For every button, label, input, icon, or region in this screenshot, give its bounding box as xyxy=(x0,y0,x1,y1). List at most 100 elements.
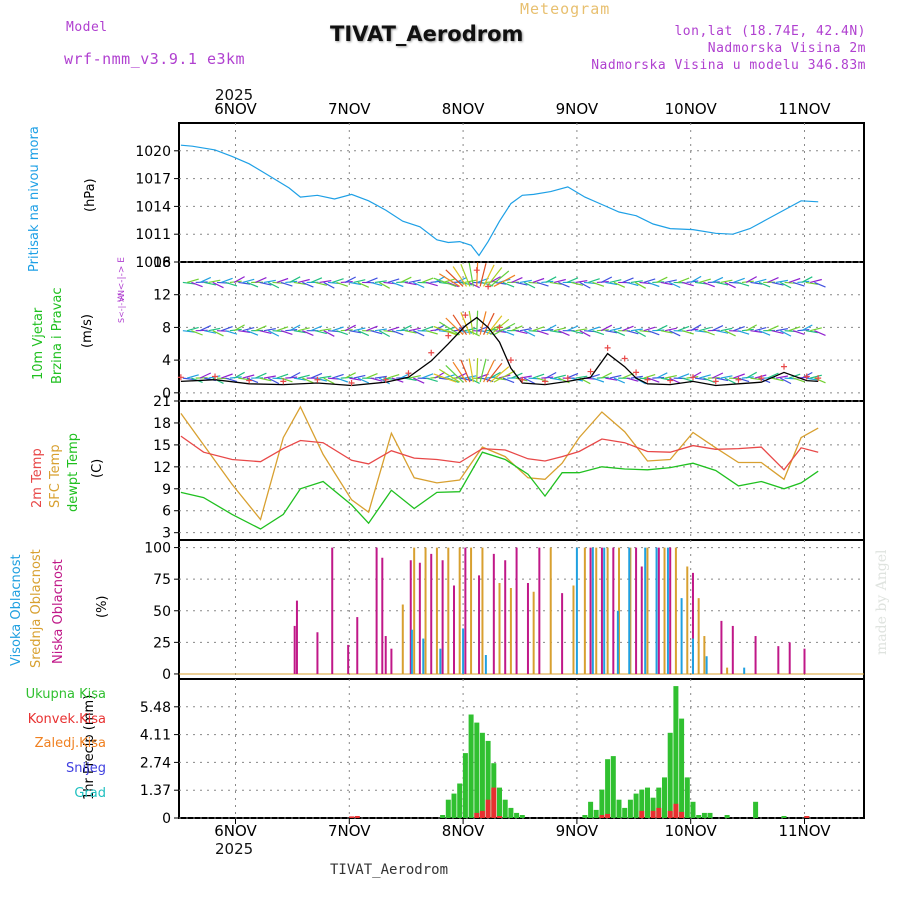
wind-direction-arrow xyxy=(737,377,750,383)
wind-direction-arrow xyxy=(404,377,417,381)
wind-direction-arrow xyxy=(267,377,280,385)
wind-gust-arrow xyxy=(493,274,516,287)
precip-bar xyxy=(457,783,463,818)
wind-gust-marker xyxy=(280,378,287,385)
wind-gust-arrow xyxy=(460,359,471,383)
wind-direction-arrow xyxy=(566,325,579,332)
y-tick-label: 75 xyxy=(153,572,171,588)
wind-direction-arrow xyxy=(515,281,528,286)
wind-direction-arrow xyxy=(468,377,480,384)
panel-frame-4 xyxy=(178,678,865,819)
wind-direction-arrow xyxy=(357,330,370,337)
wind-direction-arrow xyxy=(391,330,404,336)
year-label-top: 2025 xyxy=(215,86,254,104)
wind-direction-arrow xyxy=(413,330,425,337)
precip-bar xyxy=(650,797,656,818)
wind-direction-arrow xyxy=(553,327,566,332)
precip-bar xyxy=(588,801,594,818)
wind-direction-arrow xyxy=(413,281,425,289)
precip-bar xyxy=(474,722,480,818)
model-label: Model xyxy=(66,20,108,35)
wind-direction-arrow xyxy=(750,330,763,333)
wind-direction-arrow xyxy=(634,281,646,289)
wind-direction-arrow xyxy=(336,281,348,287)
wind-direction-arrow xyxy=(408,279,421,284)
wind-direction-arrow xyxy=(310,277,323,283)
wind-direction-arrow xyxy=(677,373,690,379)
wind-direction-arrow xyxy=(297,278,310,284)
wind-direction-arrow xyxy=(413,377,425,384)
wind-direction-arrow xyxy=(545,371,557,379)
y-tick-label: 1.37 xyxy=(140,783,171,799)
x-tick-label-bottom: 7NOV xyxy=(328,822,371,840)
wind-direction-arrow xyxy=(754,278,767,284)
wind-direction-arrow xyxy=(571,330,584,335)
meteogram-label: Meteogram xyxy=(520,0,611,18)
wind-direction-arrow xyxy=(660,281,673,286)
wind-direction-arrow xyxy=(690,324,702,332)
wind-gust-marker xyxy=(633,369,640,376)
wind-direction-arrow xyxy=(366,277,378,283)
wind-gust-marker xyxy=(815,375,822,382)
wind-direction-arrow xyxy=(664,279,677,284)
wind-direction-arrow xyxy=(421,277,434,284)
wind-direction-arrow xyxy=(609,374,622,379)
wind-direction-arrow xyxy=(246,281,259,288)
precip-bar xyxy=(451,793,457,818)
panel-frame-3 xyxy=(178,539,865,680)
x-tick-label-bottom: 6NOV xyxy=(214,822,257,840)
precip-bar xyxy=(781,816,787,818)
wind-gust-arrow xyxy=(493,322,516,336)
precip-bar xyxy=(605,759,611,818)
wind-direction-arrow xyxy=(677,277,690,284)
wind-direction-arrow xyxy=(810,278,822,284)
wind-direction-arrow xyxy=(801,324,813,332)
wind-direction-arrow xyxy=(238,281,251,285)
wind-direction-arrow xyxy=(434,324,446,332)
wind-direction-arrow xyxy=(464,327,477,332)
wind-direction-arrow xyxy=(592,377,605,383)
wind-direction-arrow xyxy=(242,327,255,332)
wind-direction-arrow xyxy=(660,330,673,334)
wind-direction-arrow xyxy=(374,328,387,332)
wind-direction-arrow xyxy=(792,377,805,383)
precip-bar xyxy=(599,815,605,818)
wind-direction-arrow xyxy=(468,330,480,337)
wind-direction-arrow xyxy=(750,377,763,381)
wind-direction-arrow xyxy=(276,326,289,332)
wind-direction-arrow xyxy=(182,281,195,285)
wind-direction-arrow xyxy=(502,377,515,384)
wind-gust-arrow xyxy=(460,312,471,335)
wind-direction-arrow xyxy=(259,377,272,382)
wind-direction-arrow xyxy=(647,377,660,383)
wind-direction-arrow xyxy=(242,374,255,379)
y-tick-label: 5.48 xyxy=(140,700,171,716)
precip-bar xyxy=(667,810,673,818)
wind-direction-arrow xyxy=(357,281,370,288)
wind-direction-arrow xyxy=(605,281,618,286)
wind-direction-arrow xyxy=(323,281,335,289)
wind-direction-arrow xyxy=(310,325,323,332)
wind-direction-arrow xyxy=(186,326,199,332)
wind-direction-arrow xyxy=(221,326,233,332)
wind-direction-arrow xyxy=(579,281,591,289)
wind-gust-marker xyxy=(473,267,480,274)
y-tick-label: 2.74 xyxy=(140,755,171,771)
x-tick-label-top: 8NOV xyxy=(442,100,485,118)
wind-direction-arrow xyxy=(716,281,729,286)
wind-direction-arrow xyxy=(758,330,771,336)
wind-gust-marker xyxy=(485,283,492,290)
wind-gust-arrow xyxy=(468,310,474,335)
wind-direction-arrow xyxy=(464,375,477,379)
precip-bar xyxy=(633,793,639,818)
wind-direction-arrow xyxy=(315,281,327,286)
wind-direction-arrow xyxy=(532,277,545,284)
x-tick-label-top: 9NOV xyxy=(556,100,599,118)
wind-direction-arrow xyxy=(199,372,212,379)
wind-direction-arrow xyxy=(630,280,643,284)
model-elevation: Nadmorska Visina u modelu 346.83m xyxy=(591,58,866,73)
wind-direction-arrow xyxy=(489,371,501,379)
wind-direction-arrow xyxy=(647,281,660,288)
model-value: wrf-nmm_v3.9.1 e3km xyxy=(64,50,246,68)
wind-direction-arrow xyxy=(434,371,446,379)
